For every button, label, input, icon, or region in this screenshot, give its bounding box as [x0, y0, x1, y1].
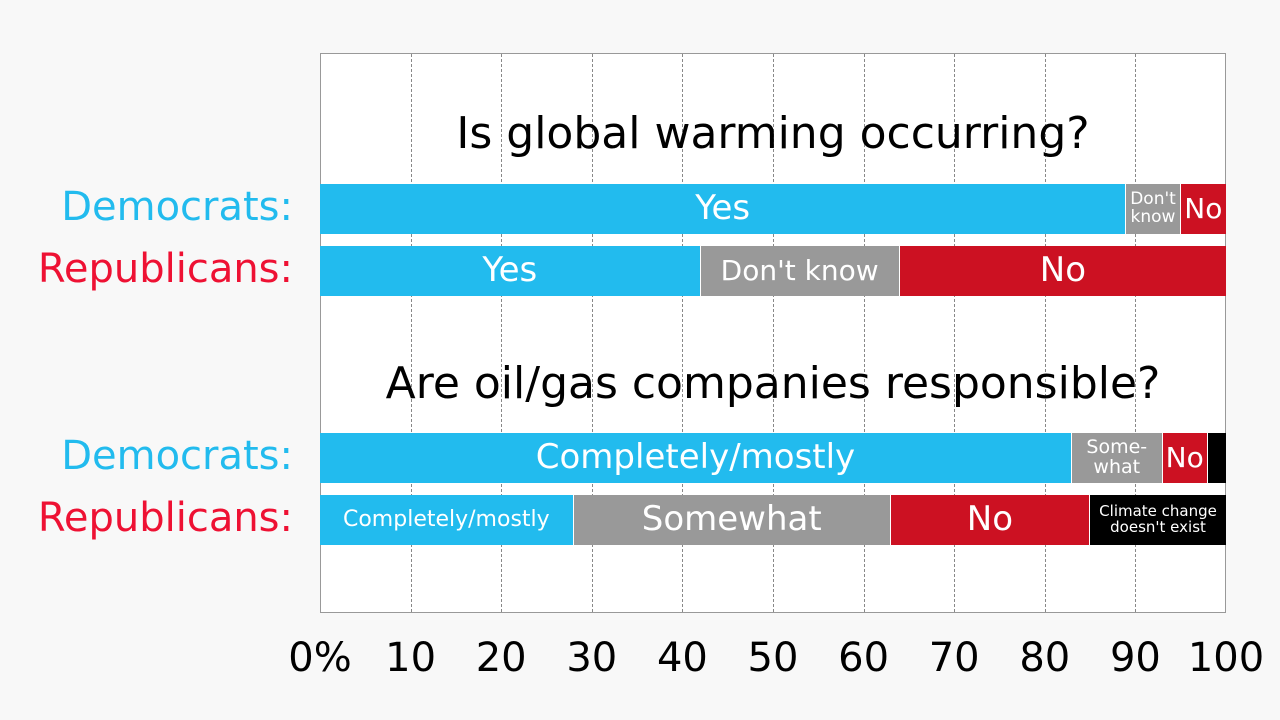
- gridline: [1135, 54, 1137, 612]
- x-tick-label: 10: [385, 635, 437, 681]
- bar-segment: Somewhat: [573, 495, 891, 545]
- democrats-label: Democrats:: [61, 184, 293, 230]
- x-tick-label: 40: [656, 635, 708, 681]
- bar-segment: No: [899, 246, 1226, 296]
- bar-segment: No: [1180, 184, 1226, 234]
- x-tick-label: 100: [1187, 635, 1265, 681]
- gridline: [501, 54, 503, 612]
- x-tick-label: 70: [928, 635, 980, 681]
- x-tick-label: 90: [1109, 635, 1161, 681]
- bar-segment: Climate change doesn't exist: [1090, 495, 1226, 545]
- gridline: [591, 54, 593, 612]
- stacked-bar: Completely/mostly Somewhat No Climate chang…: [320, 495, 1226, 545]
- x-tick-label: 30: [566, 635, 618, 681]
- democrats-label: Democrats:: [61, 433, 293, 479]
- bar-segment: Completely/mostly: [320, 433, 1072, 483]
- bar-segment: Completely/mostly: [320, 495, 574, 545]
- gridline: [682, 54, 684, 612]
- bar-segment: No: [890, 495, 1091, 545]
- question-title-2: Are oil/gas companies responsible?: [385, 358, 1161, 409]
- bar-segment: Yes: [320, 246, 701, 296]
- x-tick-label: 50: [747, 635, 799, 681]
- question-title-1: Is global warming occurring?: [456, 108, 1090, 159]
- x-tick-label: 0%: [288, 635, 352, 681]
- gridline: [863, 54, 865, 612]
- gridline: [410, 54, 412, 612]
- bar-segment: Yes: [320, 184, 1127, 234]
- bar-segment: Don't know: [1126, 184, 1181, 234]
- x-tick-label: 80: [1019, 635, 1071, 681]
- bar-segment: Don't know: [700, 246, 900, 296]
- bar-segment: No: [1162, 433, 1208, 483]
- gridline: [954, 54, 956, 612]
- stacked-bar: Completely/mostly Some-what No: [320, 433, 1226, 483]
- x-tick-label: 20: [475, 635, 527, 681]
- gridline: [773, 54, 774, 612]
- gridline: [1044, 54, 1046, 612]
- bar-segment: [1207, 433, 1226, 483]
- stacked-bar: Yes Don't know No: [320, 246, 1226, 296]
- bar-segment: Some-what: [1071, 433, 1163, 483]
- x-tick-label: 60: [838, 635, 890, 681]
- stacked-bar: Yes Don't know No: [320, 184, 1226, 234]
- republicans-label: Republicans:: [37, 246, 293, 292]
- republicans-label: Republicans:: [37, 495, 293, 541]
